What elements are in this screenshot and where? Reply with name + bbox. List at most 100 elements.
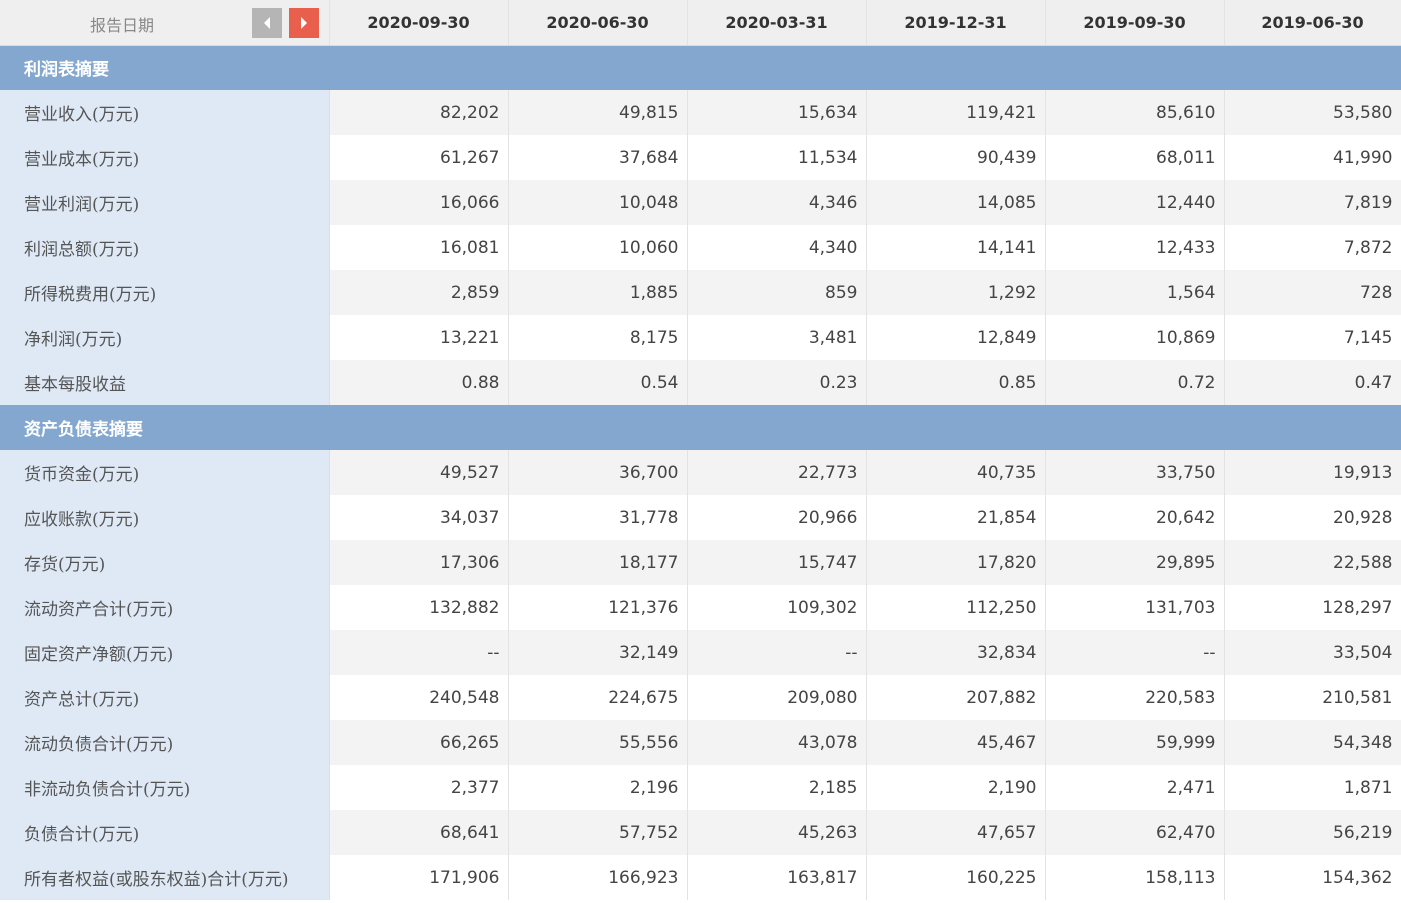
table-cell: 0.54 bbox=[508, 360, 688, 405]
row-label: 流动资产合计(万元) bbox=[0, 585, 330, 630]
row-label: 营业利润(万元) bbox=[0, 180, 330, 225]
table-cell: 8,175 bbox=[508, 315, 688, 360]
table-cell: 43,078 bbox=[687, 720, 867, 765]
table-row: 营业利润(万元) 16,066 10,048 4,346 14,085 12,440 7,8… bbox=[0, 180, 1401, 225]
arrow-left-icon bbox=[264, 17, 270, 29]
section-title: 资产负债表摘要 bbox=[0, 405, 1401, 450]
table-cell: 0.72 bbox=[1045, 360, 1225, 405]
table-cell: 31,778 bbox=[508, 495, 688, 540]
next-period-button[interactable] bbox=[289, 8, 319, 38]
table-cell: 11,534 bbox=[687, 135, 867, 180]
table-cell: 7,872 bbox=[1224, 225, 1401, 270]
table-cell: 49,815 bbox=[508, 90, 688, 135]
date-column-header: 2019-09-30 bbox=[1045, 0, 1225, 46]
section-header-row: 资产负债表摘要 bbox=[0, 405, 1401, 450]
table-cell: -- bbox=[687, 630, 867, 675]
report-date-label: 报告日期 bbox=[90, 16, 155, 35]
table-cell: 20,966 bbox=[687, 495, 867, 540]
table-cell: 62,470 bbox=[1045, 810, 1225, 855]
table-row: 所得税费用(万元) 2,859 1,885 859 1,292 1,564 728 bbox=[0, 270, 1401, 315]
row-label: 所得税费用(万元) bbox=[0, 270, 330, 315]
table-cell: 13,221 bbox=[329, 315, 509, 360]
table-cell: 53,580 bbox=[1224, 90, 1401, 135]
row-label: 资产总计(万元) bbox=[0, 675, 330, 720]
table-row: 基本每股收益 0.88 0.54 0.23 0.85 0.72 0.47 bbox=[0, 360, 1401, 405]
table-row: 资产总计(万元) 240,548 224,675 209,080 207,882 220,… bbox=[0, 675, 1401, 720]
table-cell: 224,675 bbox=[508, 675, 688, 720]
table-cell: 132,882 bbox=[329, 585, 509, 630]
table-cell: 0.88 bbox=[329, 360, 509, 405]
table-cell: 121,376 bbox=[508, 585, 688, 630]
table-row: 净利润(万元) 13,221 8,175 3,481 12,849 10,869 7,145 bbox=[0, 315, 1401, 360]
table-cell: 4,346 bbox=[687, 180, 867, 225]
table-row: 营业成本(万元) 61,267 37,684 11,534 90,439 68,011 41… bbox=[0, 135, 1401, 180]
row-label: 固定资产净额(万元) bbox=[0, 630, 330, 675]
table-row: 利润总额(万元) 16,081 10,060 4,340 14,141 12,433 7,8… bbox=[0, 225, 1401, 270]
table-cell: 4,340 bbox=[687, 225, 867, 270]
table-cell: 14,141 bbox=[866, 225, 1046, 270]
table-row: 存货(万元) 17,306 18,177 15,747 17,820 29,895 22,5… bbox=[0, 540, 1401, 585]
table-row: 固定资产净额(万元) -- 32,149 -- 32,834 -- 33,504 bbox=[0, 630, 1401, 675]
table-cell: 1,292 bbox=[866, 270, 1046, 315]
table-cell: 82,202 bbox=[329, 90, 509, 135]
table-cell: 12,849 bbox=[866, 315, 1046, 360]
prev-period-button[interactable] bbox=[252, 8, 282, 38]
table-cell: 1,564 bbox=[1045, 270, 1225, 315]
table-cell: 859 bbox=[687, 270, 867, 315]
table-cell: 22,773 bbox=[687, 450, 867, 495]
table-cell: 19,913 bbox=[1224, 450, 1401, 495]
table-cell: 40,735 bbox=[866, 450, 1046, 495]
section-title: 利润表摘要 bbox=[0, 45, 1401, 90]
table-cell: 0.85 bbox=[866, 360, 1046, 405]
table-cell: 16,081 bbox=[329, 225, 509, 270]
table-cell: 7,819 bbox=[1224, 180, 1401, 225]
table-cell: 29,895 bbox=[1045, 540, 1225, 585]
row-label: 基本每股收益 bbox=[0, 360, 330, 405]
table-cell: 10,048 bbox=[508, 180, 688, 225]
table-cell: 112,250 bbox=[866, 585, 1046, 630]
table-cell: 36,700 bbox=[508, 450, 688, 495]
table-row: 所有者权益(或股东权益)合计(万元) 171,906 166,923 163,817 1… bbox=[0, 855, 1401, 900]
table-row: 应收账款(万元) 34,037 31,778 20,966 21,854 20,642 20… bbox=[0, 495, 1401, 540]
table-cell: 85,610 bbox=[1045, 90, 1225, 135]
table-cell: 2,185 bbox=[687, 765, 867, 810]
row-label: 非流动负债合计(万元) bbox=[0, 765, 330, 810]
table-cell: 21,854 bbox=[866, 495, 1046, 540]
table-cell: 33,750 bbox=[1045, 450, 1225, 495]
table-cell: 109,302 bbox=[687, 585, 867, 630]
table-cell: 18,177 bbox=[508, 540, 688, 585]
date-column-header: 2020-06-30 bbox=[508, 0, 688, 46]
table-cell: 14,085 bbox=[866, 180, 1046, 225]
table-cell: 10,869 bbox=[1045, 315, 1225, 360]
table-cell: 1,871 bbox=[1224, 765, 1401, 810]
row-label: 利润总额(万元) bbox=[0, 225, 330, 270]
table-cell: 1,885 bbox=[508, 270, 688, 315]
table-cell: 0.23 bbox=[687, 360, 867, 405]
date-column-header: 2019-12-31 bbox=[866, 0, 1046, 46]
row-label: 负债合计(万元) bbox=[0, 810, 330, 855]
table-cell: 20,642 bbox=[1045, 495, 1225, 540]
table-cell: 7,145 bbox=[1224, 315, 1401, 360]
table-cell: 56,219 bbox=[1224, 810, 1401, 855]
table-cell: 32,149 bbox=[508, 630, 688, 675]
table-row: 非流动负债合计(万元) 2,377 2,196 2,185 2,190 2,471 1,87… bbox=[0, 765, 1401, 810]
table-cell: 22,588 bbox=[1224, 540, 1401, 585]
table-cell: 37,684 bbox=[508, 135, 688, 180]
table-cell: 17,306 bbox=[329, 540, 509, 585]
row-label: 营业成本(万元) bbox=[0, 135, 330, 180]
table-cell: 160,225 bbox=[866, 855, 1046, 900]
table-cell: 33,504 bbox=[1224, 630, 1401, 675]
table-cell: 2,196 bbox=[508, 765, 688, 810]
table-cell: 32,834 bbox=[866, 630, 1046, 675]
table-cell: 128,297 bbox=[1224, 585, 1401, 630]
table-cell: 131,703 bbox=[1045, 585, 1225, 630]
table-cell: 45,263 bbox=[687, 810, 867, 855]
row-label: 所有者权益(或股东权益)合计(万元) bbox=[0, 855, 330, 900]
table-cell: 68,011 bbox=[1045, 135, 1225, 180]
date-column-header: 2019-06-30 bbox=[1224, 0, 1401, 46]
arrow-right-icon bbox=[301, 17, 307, 29]
table-cell: 55,556 bbox=[508, 720, 688, 765]
table-cell: 154,362 bbox=[1224, 855, 1401, 900]
table-row: 流动资产合计(万元) 132,882 121,376 109,302 112,250 13… bbox=[0, 585, 1401, 630]
